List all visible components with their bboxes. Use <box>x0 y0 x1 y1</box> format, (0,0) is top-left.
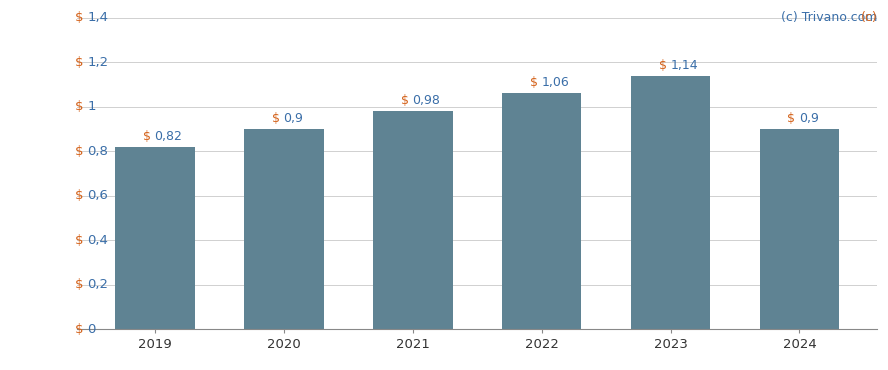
Text: $: $ <box>659 58 670 71</box>
Text: $: $ <box>75 323 87 336</box>
Text: 1,2: 1,2 <box>87 56 108 69</box>
Text: 1,14: 1,14 <box>670 58 698 71</box>
Text: $: $ <box>788 112 799 125</box>
Bar <box>759 129 839 329</box>
Text: (c): (c) <box>860 11 877 24</box>
Text: (c) Trivano.com: (c) Trivano.com <box>781 11 877 24</box>
Text: 0: 0 <box>87 323 96 336</box>
Text: $: $ <box>75 100 87 113</box>
Text: $: $ <box>400 94 413 107</box>
Text: $: $ <box>75 11 87 24</box>
Bar <box>502 93 582 329</box>
Text: 1,4: 1,4 <box>87 11 108 24</box>
Text: 0,2: 0,2 <box>87 278 108 292</box>
Bar <box>373 111 453 329</box>
Text: 0,9: 0,9 <box>283 112 304 125</box>
Text: $: $ <box>75 189 87 202</box>
Text: $: $ <box>75 278 87 292</box>
Text: 1,06: 1,06 <box>542 76 569 89</box>
Text: 0,8: 0,8 <box>87 145 108 158</box>
Text: $: $ <box>272 112 283 125</box>
Text: 0,82: 0,82 <box>155 130 182 143</box>
Text: 0,9: 0,9 <box>799 112 820 125</box>
Text: $: $ <box>529 76 542 89</box>
Text: 0,4: 0,4 <box>87 234 108 247</box>
Text: $: $ <box>143 130 155 143</box>
Text: $: $ <box>75 234 87 247</box>
Bar <box>243 129 323 329</box>
Text: 1: 1 <box>87 100 96 113</box>
Text: 0,6: 0,6 <box>87 189 108 202</box>
Text: 0,98: 0,98 <box>413 94 440 107</box>
Text: $: $ <box>75 56 87 69</box>
Text: $: $ <box>75 145 87 158</box>
Bar <box>115 147 194 329</box>
Bar <box>630 75 710 329</box>
